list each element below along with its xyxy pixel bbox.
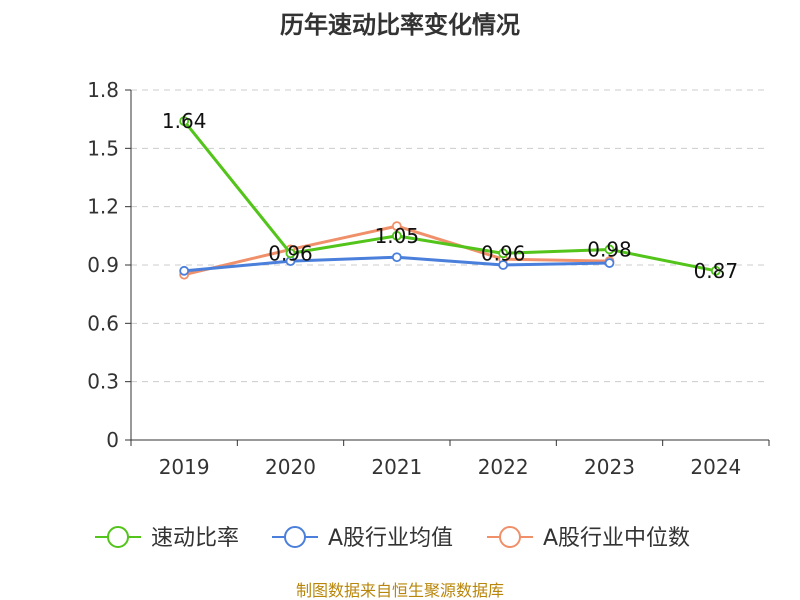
y-tick-label: 1.5 [87,136,119,160]
data-label: 1.05 [375,224,420,248]
chart-title: 历年速动比率变化情况 [280,11,520,39]
x-tick-label: 2024 [690,455,741,479]
x-axis-ticks: 2019 2020 2021 2022 2023 2024 [159,455,742,479]
y-tick-label: 0.9 [87,253,119,277]
y-tick-label: 1.8 [87,78,119,102]
data-point [710,265,721,276]
data-point [498,260,509,270]
data-label: 0.96 [268,241,313,265]
legend-label: A股行业中位数 [543,526,690,551]
legend-label: A股行业均值 [328,526,453,551]
source-note: 制图数据来自恒生聚源数据库 [296,581,504,600]
y-axis-ticks: 0 0.3 0.6 0.9 1.2 1.5 1.8 [87,78,119,452]
data-point [604,258,615,268]
y-tick-label: 0.3 [87,370,119,394]
data-point [391,221,402,232]
data-label: 1.64 [162,109,207,133]
legend-marker [499,526,521,548]
data-point [391,252,402,263]
data-label: 0.87 [694,259,739,283]
series-layer [179,116,721,280]
legend: 速动比率 A股行业均值 A股行业中位数 [95,526,690,551]
y-tick-label: 0 [106,428,119,452]
data-point [604,244,615,255]
grid-lines [131,89,769,383]
data-labels: 1.64 0.96 1.05 0.96 0.98 0.87 [162,109,738,283]
data-point [179,265,190,276]
y-tick-label: 1.2 [87,195,119,219]
x-tick-label: 2020 [265,455,316,479]
data-label: 0.98 [587,237,632,261]
data-point [391,230,402,241]
x-tick-label: 2022 [478,455,529,479]
legend-label: 速动比率 [151,526,239,551]
data-point [285,248,296,259]
x-tick-label: 2023 [584,455,635,479]
series-line [182,120,717,273]
x-tick-label: 2021 [371,455,422,479]
data-label: 0.96 [481,241,526,265]
axes [125,89,770,446]
data-point [179,116,190,127]
legend-marker [284,526,306,548]
data-point [498,248,509,259]
y-tick-label: 0.6 [87,311,119,335]
x-tick-label: 2019 [159,455,210,479]
legend-marker [107,526,129,548]
